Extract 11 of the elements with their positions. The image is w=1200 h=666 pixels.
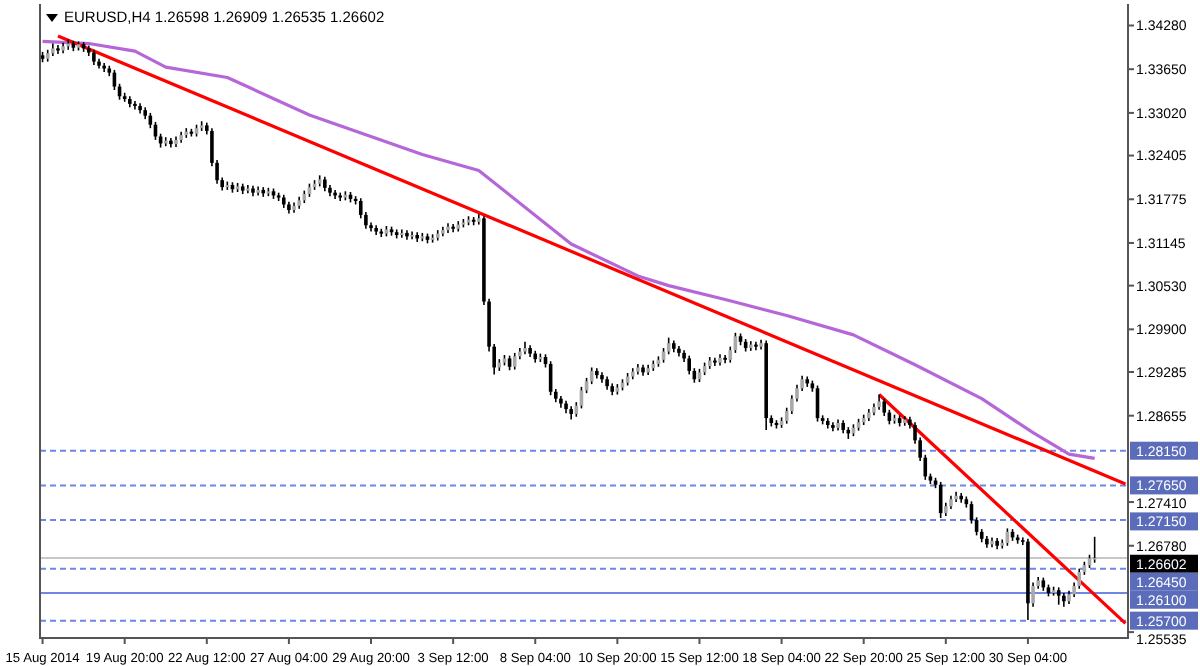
candlestick <box>379 227 384 238</box>
candlestick <box>133 100 137 111</box>
candlestick <box>754 341 758 351</box>
candlestick <box>687 354 691 376</box>
candlestick <box>451 223 455 234</box>
candlestick <box>56 44 60 55</box>
candlestick <box>1092 536 1097 564</box>
candlestick <box>1077 567 1082 590</box>
candlestick <box>400 228 404 239</box>
candlestick <box>713 356 717 367</box>
candlestick <box>723 354 727 365</box>
